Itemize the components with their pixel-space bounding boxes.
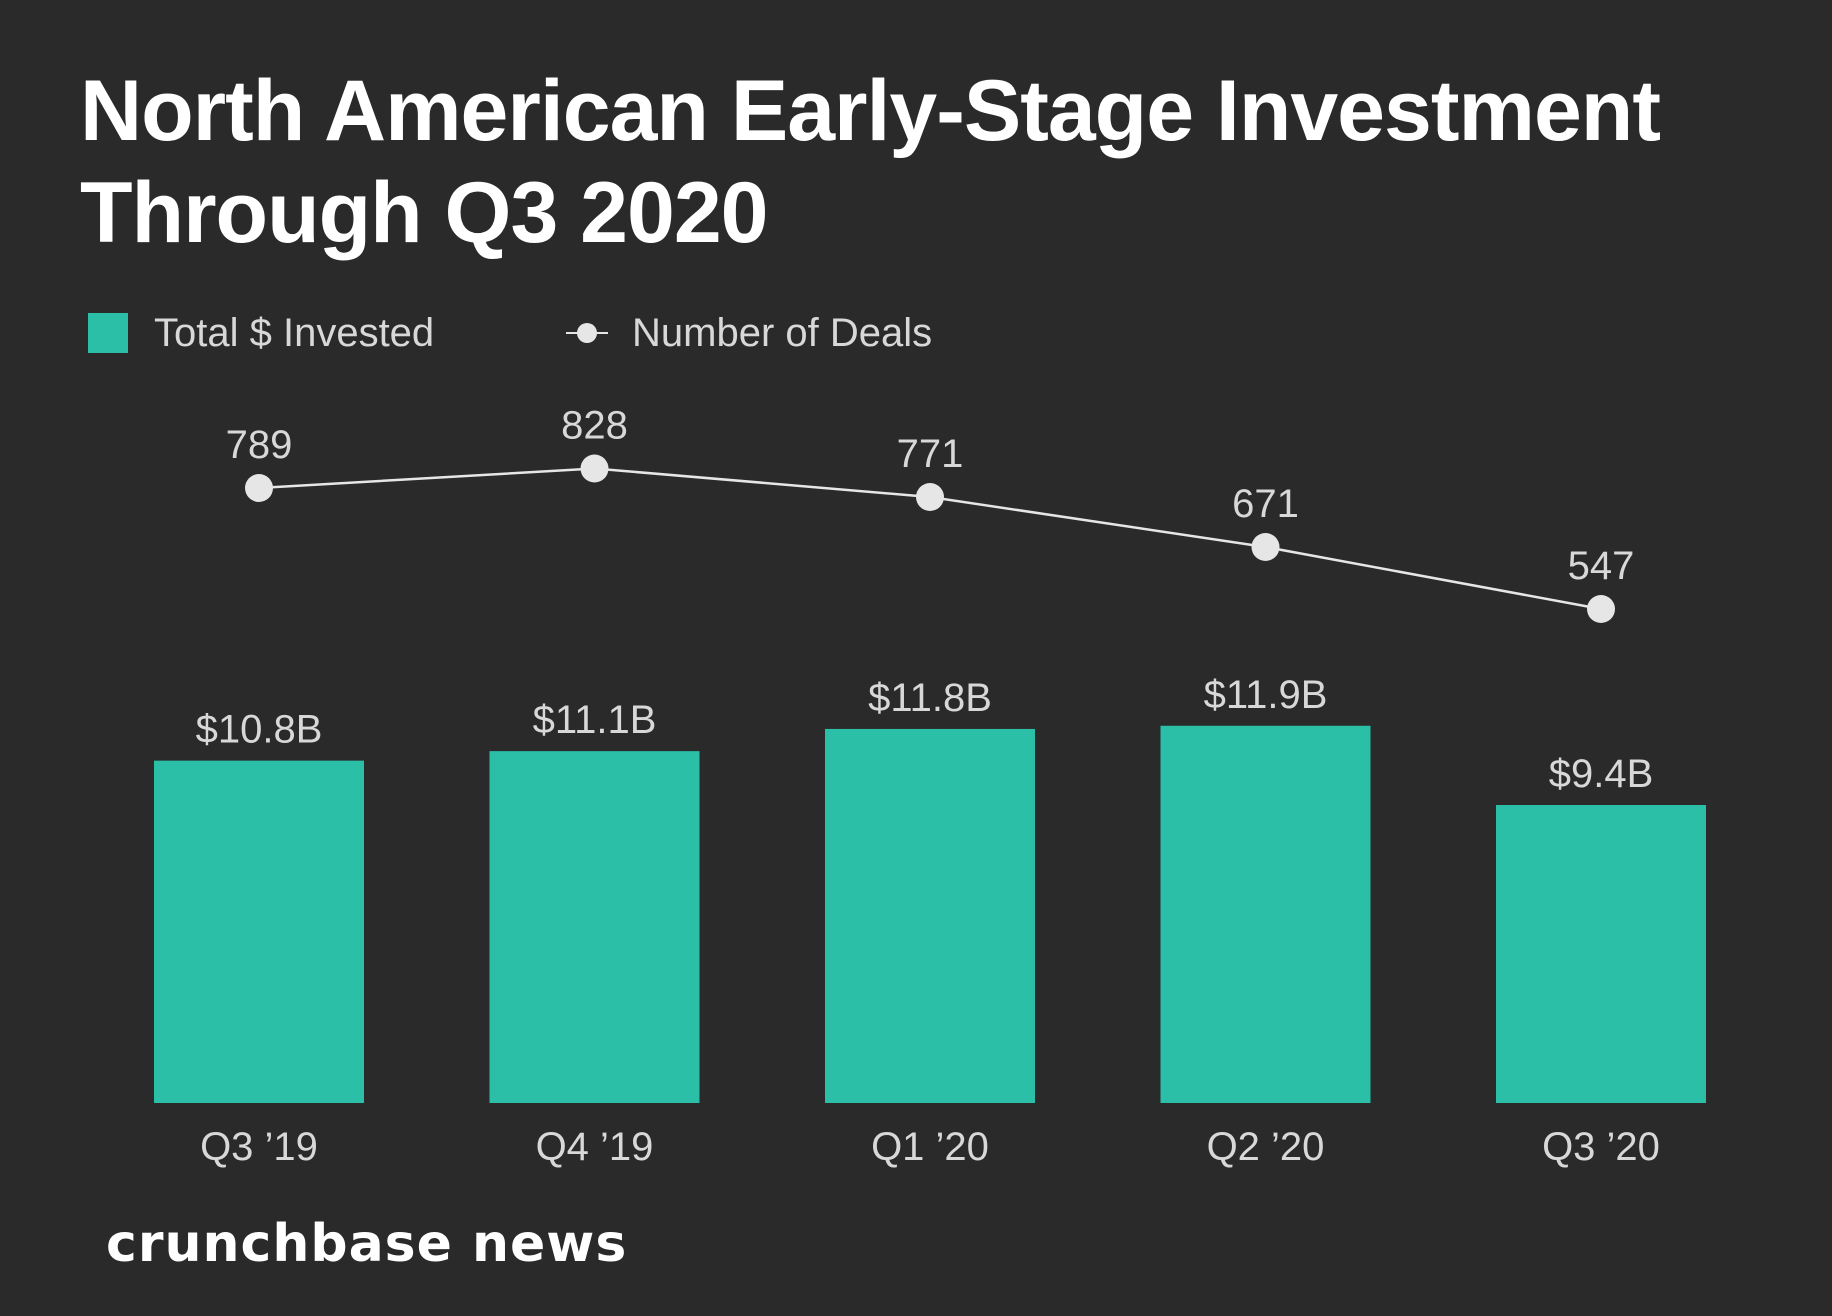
legend-item-total-invested: Total $ Invested [88, 305, 434, 361]
deals-point [916, 483, 944, 511]
bar [1496, 805, 1706, 1103]
x-tick-label: Q1 ’20 [871, 1125, 989, 1169]
bar [154, 760, 364, 1103]
deals-value-label: 828 [561, 404, 628, 448]
deals-point [1587, 595, 1615, 623]
deals-value-label: 771 [897, 432, 964, 476]
x-tick-label: Q2 ’20 [1207, 1125, 1325, 1169]
bar [489, 751, 700, 1103]
x-tick-label: Q4 ’19 [536, 1125, 654, 1169]
bar-value-label: $11.9B [1204, 673, 1328, 717]
line-dot-marker-icon [566, 313, 608, 353]
bar [1160, 725, 1371, 1103]
x-tick-label: Q3 ’19 [200, 1125, 318, 1169]
bar-value-label: $9.4B [1549, 752, 1654, 796]
chart-title: North American Early-Stage Investment Th… [80, 63, 1661, 261]
bar-value-label: $10.8B [196, 708, 323, 752]
deals-value-label: 547 [1568, 544, 1635, 588]
legend-label-total-invested: Total $ Invested [154, 310, 435, 355]
brand-logo: crunchbase news [106, 1214, 628, 1274]
legend-label-number-of-deals: Number of Deals [632, 310, 933, 355]
deals-point [1251, 533, 1280, 561]
legend-item-number-of-deals: Number of Deals [566, 305, 932, 361]
bar-value-label: $11.1B [533, 698, 657, 742]
deals-value-label: 789 [226, 423, 293, 467]
bar [825, 728, 1035, 1103]
deals-point [580, 454, 609, 483]
bar-value-label: $11.8B [868, 676, 992, 720]
x-tick-label: Q3 ’20 [1542, 1125, 1660, 1169]
deals-value-label: 671 [1232, 482, 1299, 526]
deals-point [245, 474, 273, 502]
square-swatch-icon [88, 313, 128, 353]
